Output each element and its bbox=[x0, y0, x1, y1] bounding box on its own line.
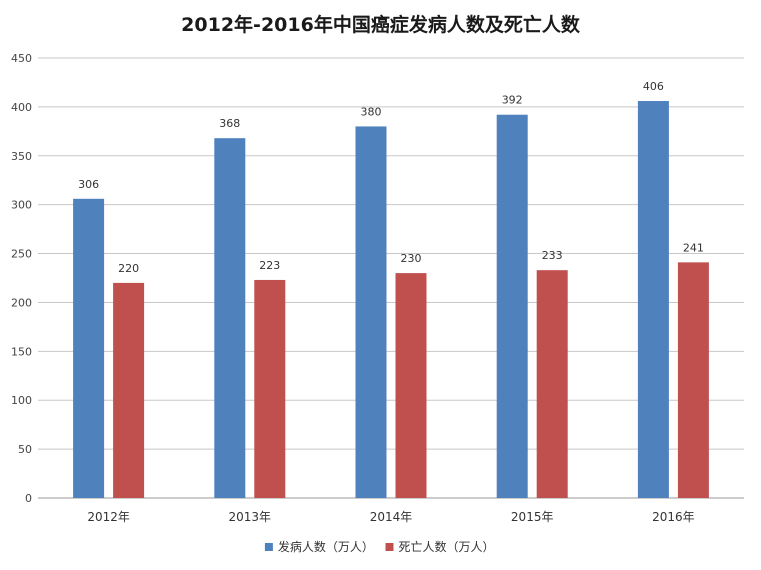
data-label: 230 bbox=[401, 252, 422, 265]
y-tick-label: 450 bbox=[11, 52, 32, 65]
legend-swatch-deaths bbox=[385, 543, 394, 551]
y-tick-label: 0 bbox=[25, 492, 32, 505]
y-tick-label: 150 bbox=[11, 345, 32, 358]
data-label: 368 bbox=[219, 117, 240, 130]
legend-label-deaths: 死亡人数（万人） bbox=[399, 539, 495, 554]
bar-deaths bbox=[536, 270, 568, 498]
bar-incidence bbox=[214, 138, 246, 498]
data-label: 241 bbox=[683, 241, 704, 254]
y-tick-label: 50 bbox=[18, 443, 32, 456]
bar-deaths bbox=[254, 279, 286, 498]
bar-deaths bbox=[677, 262, 709, 498]
data-label: 380 bbox=[361, 105, 382, 118]
chart-title: 2012年-2016年中国癌症发病人数及死亡人数 bbox=[181, 14, 580, 36]
legend-label-incidence: 发病人数（万人） bbox=[278, 539, 374, 554]
data-label: 306 bbox=[78, 178, 99, 191]
x-tick-label: 2012年 bbox=[87, 510, 130, 524]
data-label: 233 bbox=[542, 249, 563, 262]
bar-incidence bbox=[73, 198, 105, 499]
data-label: 220 bbox=[118, 262, 139, 275]
y-tick-label: 350 bbox=[11, 150, 32, 163]
bar-deaths bbox=[395, 273, 427, 498]
legend-swatch-incidence bbox=[264, 543, 273, 551]
x-tick-label: 2014年 bbox=[370, 510, 413, 524]
y-tick-label: 200 bbox=[11, 296, 32, 309]
bar-incidence bbox=[496, 114, 528, 498]
data-label: 392 bbox=[502, 94, 523, 107]
x-tick-label: 2015年 bbox=[511, 510, 554, 524]
bar-incidence bbox=[355, 126, 387, 498]
bar-deaths bbox=[113, 282, 145, 498]
x-tick-label: 2013年 bbox=[229, 510, 272, 524]
bar-incidence bbox=[637, 101, 669, 499]
y-tick-label: 300 bbox=[11, 199, 32, 212]
data-label: 406 bbox=[643, 80, 664, 93]
y-tick-label: 400 bbox=[11, 101, 32, 114]
y-tick-label: 100 bbox=[11, 394, 32, 407]
y-tick-label: 250 bbox=[11, 248, 32, 261]
data-label: 223 bbox=[259, 259, 280, 272]
x-tick-label: 2016年 bbox=[652, 510, 695, 524]
